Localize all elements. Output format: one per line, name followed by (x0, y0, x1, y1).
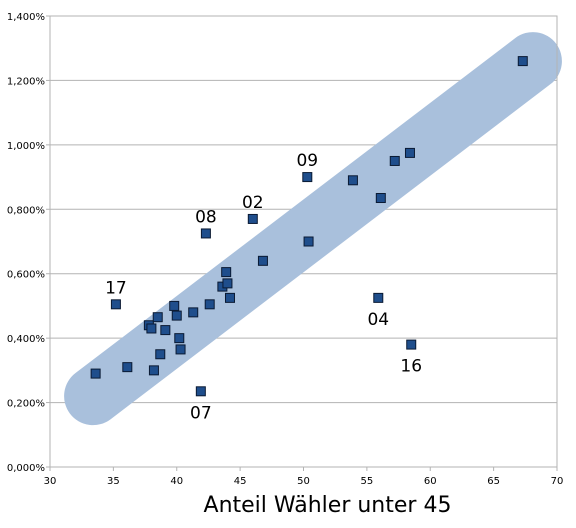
data-point (375, 193, 386, 204)
data-point (406, 339, 417, 350)
data-point (188, 307, 199, 318)
data-point (257, 255, 268, 266)
data-point (303, 236, 314, 247)
data-point (404, 147, 415, 158)
data-point (171, 310, 182, 321)
x-tick-label: 35 (107, 476, 120, 487)
point-annotation: 07 (190, 403, 212, 423)
data-points (90, 56, 528, 397)
x-tick-label: 50 (297, 476, 310, 487)
point-annotation: 16 (400, 357, 422, 377)
data-point (302, 172, 313, 183)
data-point (247, 213, 258, 224)
data-point (155, 349, 166, 360)
x-tick-label: 45 (234, 476, 247, 487)
data-point (169, 300, 180, 311)
x-tick-label: 55 (361, 476, 374, 487)
y-tick-label: 0,400% (7, 334, 45, 345)
data-point (175, 344, 186, 355)
point-annotations: 17 08 02 09 04 16 07 (105, 151, 422, 423)
x-tick-label: 65 (487, 476, 500, 487)
x-axis-label: Anteil Wähler unter 45 (204, 493, 452, 518)
data-point (347, 175, 358, 186)
data-point (373, 292, 384, 303)
data-point (204, 299, 215, 310)
data-point (110, 299, 121, 310)
x-axis-ticks: 30 35 40 45 50 55 60 65 70 (44, 467, 564, 487)
trend-band-shape (64, 32, 562, 426)
data-point (160, 325, 171, 336)
x-tick-label: 40 (170, 476, 183, 487)
x-tick-label: 60 (424, 476, 437, 487)
x-tick-label: 30 (44, 476, 57, 487)
point-annotation: 17 (105, 278, 127, 298)
data-point (148, 365, 159, 376)
trend-band (64, 32, 562, 426)
data-point (517, 56, 528, 67)
data-point (195, 386, 206, 397)
data-point (90, 368, 101, 379)
y-tick-label: 1,000% (7, 141, 45, 152)
data-point (146, 323, 157, 334)
data-point (152, 312, 163, 323)
point-annotation: 08 (195, 207, 217, 227)
data-point (224, 292, 235, 303)
data-point (174, 333, 185, 344)
data-point (389, 155, 400, 166)
point-annotation: 09 (296, 151, 318, 171)
data-point (222, 278, 233, 289)
x-tick-label: 70 (551, 476, 564, 487)
point-annotation: 04 (367, 310, 389, 330)
y-tick-label: 0,200% (7, 399, 45, 410)
y-tick-label: 0,800% (7, 205, 45, 216)
y-axis-ticks: 0,000% 0,200% 0,400% 0,600% 0,800% 1,000% 1,20… (7, 12, 50, 474)
data-point (200, 228, 211, 239)
data-point (122, 362, 133, 373)
y-tick-label: 0,600% (7, 270, 45, 281)
point-annotation: 02 (242, 193, 264, 213)
data-point (221, 267, 232, 278)
y-tick-label: 1,400% (7, 12, 45, 23)
y-tick-label: 0,000% (7, 463, 45, 474)
y-tick-label: 1,200% (7, 76, 45, 87)
